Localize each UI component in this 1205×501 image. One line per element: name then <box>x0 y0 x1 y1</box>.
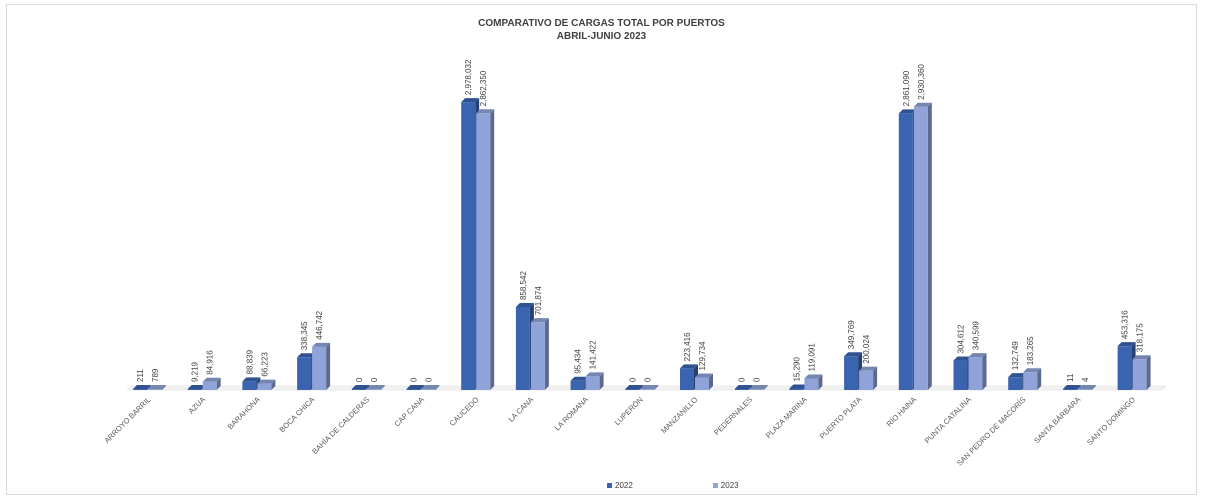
bar-2022-17 <box>1062 385 1081 390</box>
bar-2023-16 <box>1023 368 1042 390</box>
bar-2023-17 <box>1077 385 1096 390</box>
data-label-2023-6: 2,862,350 <box>479 70 488 106</box>
bar-2023-6 <box>476 109 495 391</box>
data-label-2022-6: 2,978,032 <box>464 59 473 95</box>
bar-chart-plot: 211 789 ARROYO BARRIL 9,219 84,916 AZUA 88,839… <box>102 59 1167 468</box>
bar-2022-5 <box>406 385 425 390</box>
data-label-2022-14: 2,861,090 <box>902 70 911 106</box>
bar-2022-9 <box>625 385 644 390</box>
chart-frame: COMPARATIVO DE CARGAS TOTAL POR PUERTOS … <box>6 4 1197 495</box>
data-label-2022-7: 858,542 <box>519 271 528 300</box>
bar-2023-11 <box>749 385 768 390</box>
bar-2023-2 <box>257 379 276 390</box>
x-tick-label-9: LUPERÓN <box>613 395 645 427</box>
x-tick-label-0: ARROYO BARRIL <box>102 395 152 445</box>
x-tick-label-15: PUNTA CATALINA <box>923 395 973 445</box>
bar-2023-3 <box>312 342 331 390</box>
x-tick-label-17: SANTA BÁRBARA <box>1032 395 1082 445</box>
x-tick-label-3: BOCA CHICA <box>277 395 316 434</box>
chart-legend: 2022 2023 <box>607 481 739 490</box>
x-tick-label-8: LA ROMANA <box>553 395 590 432</box>
x-tick-label-7: LA CANA <box>507 395 536 424</box>
data-label-2022-15: 304,612 <box>957 324 966 353</box>
data-label-2023-0: 789 <box>151 368 160 382</box>
data-label-2023-14: 2,930,360 <box>917 64 926 100</box>
data-label-2022-11: 0 <box>738 377 747 382</box>
bar-2023-9 <box>640 385 659 390</box>
bar-2022-11 <box>734 385 753 390</box>
legend-item-2023: 2023 <box>712 481 739 490</box>
x-tick-label-1: AZUA <box>187 395 208 416</box>
legend-label-2022: 2022 <box>615 481 633 490</box>
data-label-2023-2: 66,223 <box>260 352 269 377</box>
bar-2022-0 <box>133 385 151 390</box>
data-label-2023-4: 0 <box>370 377 379 382</box>
bar-2023-4 <box>366 385 385 390</box>
data-label-2023-8: 141,422 <box>589 340 598 369</box>
legend-swatch-2022 <box>607 483 612 488</box>
chart-title: COMPARATIVO DE CARGAS TOTAL POR PUERTOS <box>478 18 725 29</box>
x-tick-label-4: BAHÍA DE CALDERAS <box>310 395 371 456</box>
data-label-2022-10: 223,416 <box>683 332 692 361</box>
data-label-2022-1: 9,219 <box>191 361 200 382</box>
x-tick-label-18: SANTO DOMINGO <box>1085 395 1137 447</box>
data-label-2022-2: 88,839 <box>245 349 254 374</box>
bar-2023-1 <box>202 377 221 390</box>
x-tick-label-10: MANZANILLO <box>659 395 699 435</box>
data-label-2022-12: 15,290 <box>792 357 801 382</box>
data-label-2023-9: 0 <box>643 377 652 382</box>
data-label-2023-17: 4 <box>1081 377 1090 382</box>
data-label-2023-11: 0 <box>753 377 762 382</box>
x-tick-label-13: PUERTO PLATA <box>818 395 864 441</box>
data-label-2022-18: 453,316 <box>1121 310 1130 339</box>
data-label-2023-12: 119,091 <box>807 343 816 372</box>
bar-2023-10 <box>695 373 713 390</box>
bar-2023-12 <box>804 374 823 390</box>
bar-2023-14 <box>913 102 932 390</box>
data-label-2022-4: 0 <box>355 377 364 382</box>
chart-subtitle: ABRIL-JUNIO 2023 <box>556 31 647 42</box>
bar-2023-18 <box>1132 355 1151 390</box>
x-tick-label-11: PEDERNALES <box>712 395 754 437</box>
bar-2023-8 <box>585 372 604 390</box>
x-tick-label-12: PLAZA MARINA <box>764 395 809 440</box>
data-label-2023-5: 0 <box>425 377 434 382</box>
data-label-2022-16: 132,749 <box>1011 341 1020 370</box>
legend-swatch-2023 <box>712 483 718 488</box>
bar-2023-5 <box>421 385 440 390</box>
data-label-2022-9: 0 <box>628 377 637 382</box>
data-label-2023-18: 318,175 <box>1136 323 1145 352</box>
data-label-2023-10: 129,734 <box>698 341 707 370</box>
legend-label-2023: 2023 <box>720 481 739 490</box>
x-tick-label-14: RÍO HAINA <box>885 395 918 428</box>
legend-item-2022: 2022 <box>607 481 633 490</box>
x-tick-label-6: CAUCEDO <box>448 395 481 428</box>
x-tick-label-2: BARAHONA <box>226 395 262 431</box>
data-label-2022-17: 11 <box>1066 373 1075 382</box>
data-label-2022-8: 95,434 <box>574 349 583 374</box>
data-label-2023-3: 446,742 <box>315 310 324 339</box>
data-label-2023-16: 183,265 <box>1026 336 1035 365</box>
bar-2023-7 <box>530 318 549 390</box>
data-label-2022-3: 338,345 <box>300 321 309 350</box>
data-label-2023-7: 701,874 <box>534 286 543 315</box>
data-label-2023-15: 340,599 <box>972 321 981 350</box>
bar-2023-0 <box>148 385 166 390</box>
data-label-2022-5: 0 <box>410 377 419 382</box>
data-label-2022-13: 349,769 <box>847 320 856 349</box>
chart-title-block: COMPARATIVO DE CARGAS TOTAL POR PUERTOS … <box>7 17 1196 43</box>
data-label-2022-0: 211 <box>136 369 145 382</box>
bar-2022-4 <box>351 385 370 390</box>
bar-2023-15 <box>968 353 987 390</box>
x-tick-label-5: CAP CANA <box>393 395 426 428</box>
bar-2023-13 <box>859 366 878 390</box>
data-label-2023-13: 200,024 <box>862 334 871 363</box>
data-label-2023-1: 84,916 <box>206 350 215 375</box>
